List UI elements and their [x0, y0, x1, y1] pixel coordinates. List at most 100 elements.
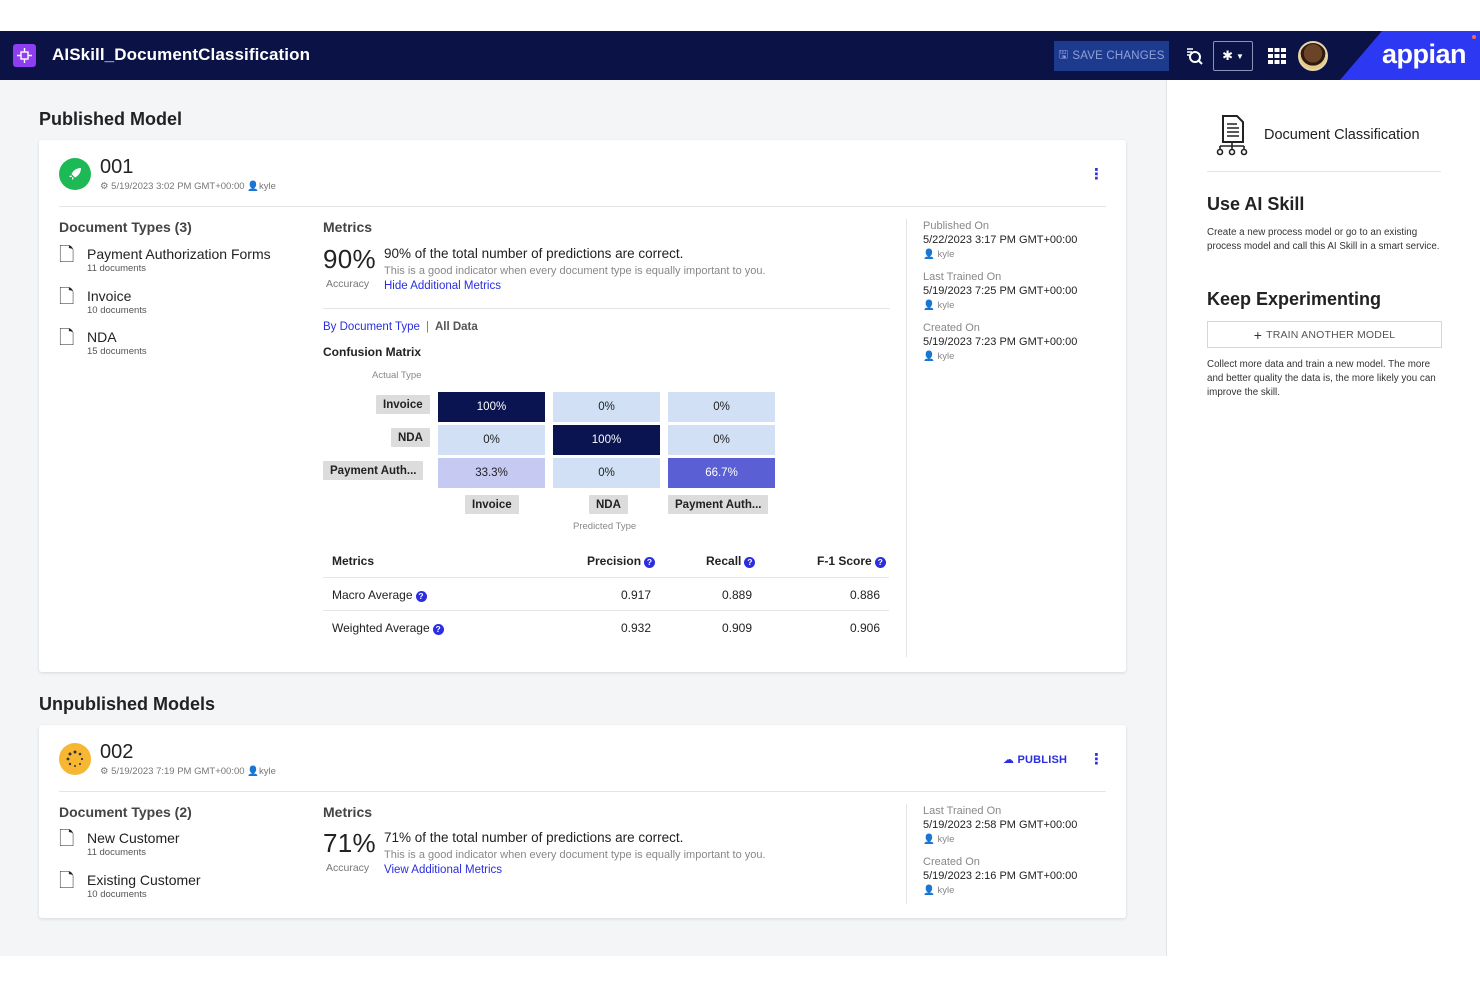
table-row: Macro Average? 0.917 0.889 0.886: [323, 577, 889, 610]
precision-header-label: Precision: [587, 554, 642, 568]
precision-value: 0.917: [621, 588, 652, 602]
model-number: 001: [100, 156, 134, 178]
keep-experimenting-heading: Keep Experimenting: [1207, 289, 1382, 309]
help-icon[interactable]: ?: [644, 557, 656, 568]
model-meta-date: 5/19/2023 7:19 PM GMT+00:00: [111, 766, 245, 777]
document-count: 15 documents: [87, 346, 147, 357]
info-user-name: kyle: [937, 249, 955, 260]
unpublished-models-title: Unpublished Models: [39, 694, 216, 714]
actual-type-axis-label: Actual Type: [372, 370, 422, 381]
rocket-icon: [59, 158, 91, 190]
document-icon: 🗋: [59, 287, 75, 308]
use-ai-skill-text: Create a new process model or go to an e…: [1207, 227, 1440, 252]
info-label: Created On: [923, 856, 980, 868]
cloud-upload-icon: ☁: [1003, 754, 1015, 766]
more-options-icon[interactable]: ⋮: [1089, 166, 1104, 183]
matrix-cell: 33.3%: [438, 458, 545, 488]
document-type-item: 🗋 NDA 15 documents: [59, 329, 147, 358]
user-icon: 👤: [247, 181, 260, 192]
apps-grid-icon[interactable]: [1266, 45, 1288, 67]
hide-additional-metrics-link[interactable]: Hide Additional Metrics: [384, 280, 501, 292]
published-model-title: Published Model: [39, 109, 183, 129]
accuracy-hint: This is a good indicator when every docu…: [384, 265, 766, 277]
document-count: 11 documents: [87, 263, 146, 274]
info-user-name: kyle: [937, 834, 955, 845]
train-another-model-label: TRAIN ANOTHER MODEL: [1266, 328, 1396, 341]
info-divider: [906, 219, 907, 657]
info-user: 👤 kyle: [923, 884, 1077, 898]
document-count: 10 documents: [87, 889, 147, 900]
document-classification-icon: [1215, 114, 1249, 156]
matrix-cell: 100%: [553, 425, 660, 455]
table-row: Weighted Average? 0.932 0.909 0.906: [323, 610, 889, 643]
metrics-title: Metrics: [323, 219, 373, 235]
info-value: 5/19/2023 2:16 PM GMT+00:00: [923, 870, 1078, 882]
help-icon[interactable]: ?: [415, 591, 427, 602]
confusion-matrix-title: Confusion Matrix: [323, 345, 421, 359]
user-avatar[interactable]: [1298, 41, 1328, 71]
chevron-down-icon: ▼: [1235, 51, 1244, 61]
tab-separator: |: [425, 321, 429, 333]
matrix-col-label: NDA: [589, 495, 628, 514]
help-icon[interactable]: ?: [874, 557, 886, 568]
row-name-label: Weighted Average: [332, 621, 430, 635]
info-user-name: kyle: [937, 885, 955, 896]
tab-by-document-type[interactable]: By Document Type: [323, 321, 420, 333]
model-meta-date: 5/19/2023 3:02 PM GMT+00:00: [111, 181, 245, 192]
search-records-icon[interactable]: [1183, 45, 1205, 67]
precision-column-header: Precision?: [587, 554, 656, 568]
document-name: New Customer: [87, 830, 180, 846]
matrix-row-label: NDA: [391, 428, 430, 447]
accuracy-description: 71% of the total number of predictions a…: [384, 830, 684, 845]
plus-icon: +: [1253, 326, 1263, 343]
card-divider: [59, 206, 1106, 207]
model-meta-user: kyle: [259, 766, 276, 777]
document-type-item: 🗋 Existing Customer 10 documents: [59, 872, 201, 901]
recall-column-header: Recall?: [706, 554, 756, 568]
gear-icon: ✱: [1222, 48, 1233, 63]
document-name: Existing Customer: [87, 872, 201, 888]
info-user: 👤 kyle: [923, 248, 1077, 262]
metrics-table: Metrics Precision? Recall? F-1 Score? Ma…: [323, 544, 889, 644]
more-options-icon[interactable]: ⋮: [1089, 751, 1104, 768]
recall-value: 0.909: [722, 621, 753, 635]
unpublished-model-card: 002 ⚙ 5/19/2023 7:19 PM GMT+00:00 👤kyle …: [39, 725, 1126, 918]
info-user: 👤 kyle: [923, 299, 1077, 313]
tab-all-data[interactable]: All Data: [434, 321, 478, 333]
document-name: Invoice: [87, 288, 132, 304]
published-model-card: 001 ⚙ 5/19/2023 3:02 PM GMT+00:00 👤kyle …: [39, 140, 1126, 672]
matrix-col-label: Invoice: [465, 495, 519, 514]
document-type-item: 🗋 Payment Authorization Forms 11 document…: [59, 246, 271, 275]
help-icon[interactable]: ?: [432, 624, 444, 635]
info-value: 5/19/2023 2:58 PM GMT+00:00: [923, 819, 1078, 831]
matrix-cell: 66.7%: [668, 458, 775, 488]
metrics-divider: [323, 308, 890, 309]
document-count: 11 documents: [87, 847, 146, 858]
document-name: NDA: [87, 329, 117, 345]
document-icon: 🗋: [59, 829, 75, 850]
user-icon: 👤: [923, 300, 935, 311]
accuracy-value: 71%: [323, 828, 376, 858]
info-label: Created On: [923, 322, 980, 334]
model-meta: ⚙ 5/19/2023 3:02 PM GMT+00:00 👤kyle: [100, 181, 276, 192]
train-another-model-button[interactable]: + TRAIN ANOTHER MODEL: [1207, 321, 1442, 348]
settings-dropdown[interactable]: ✱ ▼: [1213, 41, 1253, 71]
matrix-row-label: Payment Auth...: [323, 461, 424, 480]
matrix-cell: 0%: [668, 425, 775, 455]
bottom-margin: [0, 956, 1480, 987]
document-icon: 🗋: [59, 245, 75, 266]
f1-value: 0.886: [850, 588, 881, 602]
publish-button[interactable]: ☁ PUBLISH: [1003, 753, 1067, 766]
save-icon: 🖫: [1058, 48, 1069, 61]
save-changes-button[interactable]: 🖫 SAVE CHANGES: [1054, 41, 1169, 71]
accuracy-description: 90% of the total number of predictions a…: [384, 246, 684, 261]
row-name: Macro Average?: [332, 588, 427, 602]
matrix-cell: 0%: [438, 425, 545, 455]
ai-skill-app-icon: [13, 44, 36, 67]
keep-experimenting-text: Collect more data and train a new model.…: [1207, 359, 1436, 398]
save-changes-label: SAVE CHANGES: [1072, 50, 1165, 62]
help-icon[interactable]: ?: [744, 557, 756, 568]
model-info: Published On 5/22/2023 3:17 PM GMT+00:00…: [923, 219, 1077, 372]
view-additional-metrics-link[interactable]: View Additional Metrics: [384, 864, 503, 876]
f1-header-label: F-1 Score: [817, 554, 872, 568]
